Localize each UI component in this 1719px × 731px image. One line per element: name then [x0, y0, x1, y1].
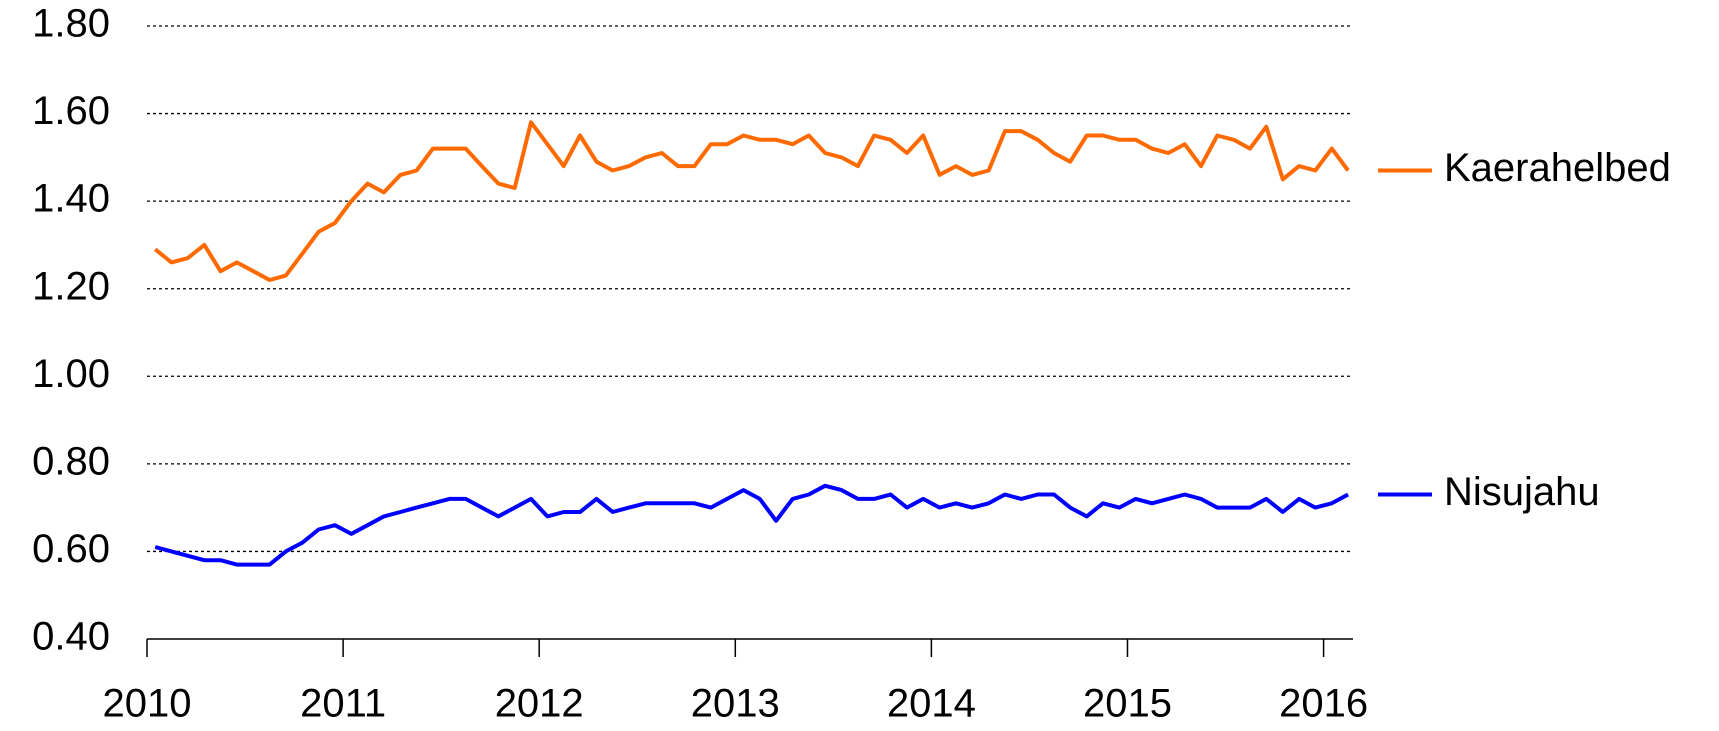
x-tick-label: 2012 [495, 682, 584, 726]
x-tick-label: 2013 [691, 682, 780, 726]
y-tick-label: 0.80 [32, 439, 110, 483]
y-tick-label: 1.20 [32, 264, 110, 308]
y-tick-label: 0.60 [32, 527, 110, 571]
series-line [153, 120, 1350, 282]
x-tick-label: 2016 [1279, 682, 1368, 726]
x-tick-label: 2010 [103, 682, 192, 726]
legend-label: Kaerahelbed [1444, 146, 1671, 190]
y-tick-label: 1.60 [32, 89, 110, 133]
y-tick-label: 0.40 [32, 615, 110, 659]
x-tick-label: 2014 [887, 682, 976, 726]
series-line [154, 483, 1350, 567]
x-tick-label: 2011 [300, 682, 386, 726]
y-tick-label: 1.80 [32, 2, 110, 46]
legend-label: Nisujahu [1444, 470, 1600, 514]
y-tick-label: 1.40 [32, 177, 110, 221]
y-tick-label: 1.00 [32, 352, 110, 396]
x-tick-label: 2015 [1083, 682, 1172, 726]
